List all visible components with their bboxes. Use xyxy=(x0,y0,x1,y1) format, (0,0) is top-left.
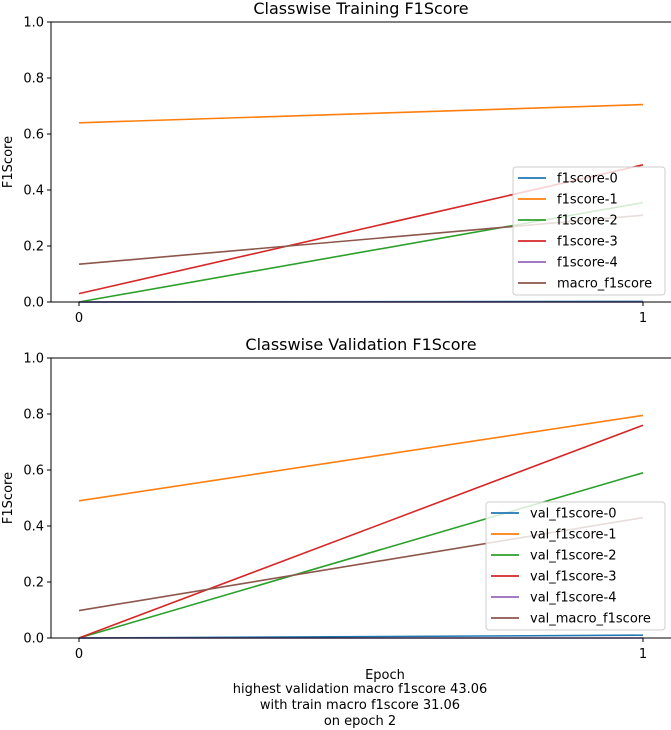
x-axis-label: Epoch xyxy=(365,668,405,683)
legend-entry-val_f1score-3: val_f1score-3 xyxy=(530,570,617,585)
legend-entry-f1score-3: f1score-3 xyxy=(557,235,618,250)
y-tick-label: 0.8 xyxy=(23,408,44,423)
legend-entry-val_f1score-0: val_f1score-0 xyxy=(530,507,617,522)
series-line-f1score-1 xyxy=(78,103,644,124)
y-tick-label: 1.0 xyxy=(23,352,44,367)
y-tick-label: 0.0 xyxy=(23,632,44,647)
y-axis-label: F1Score xyxy=(1,136,16,188)
y-tick-label: 0.0 xyxy=(23,296,44,311)
chart-title: Classwise Training F1Score xyxy=(253,0,468,18)
x-tick-label: 0 xyxy=(75,647,83,662)
legend-entry-val_f1score-1: val_f1score-1 xyxy=(530,528,617,543)
legend-frame xyxy=(485,501,666,631)
chart-title: Classwise Validation F1Score xyxy=(245,335,476,354)
legend-entry-f1score-4: f1score-4 xyxy=(557,256,618,271)
y-tick-label: 0.4 xyxy=(23,184,44,199)
y-tick-label: 0.4 xyxy=(23,520,44,535)
caption-line-1: highest validation macro f1score 43.06 xyxy=(232,682,488,697)
y-tick-label: 0.2 xyxy=(23,240,44,255)
legend-frame xyxy=(512,166,666,296)
series-line-val_f1score-3 xyxy=(78,424,644,639)
y-tick-label: 0.6 xyxy=(23,128,44,143)
y-tick-label: 0.6 xyxy=(23,464,44,479)
y-tick-label: 1.0 xyxy=(23,16,44,31)
x-tick-label: 1 xyxy=(639,647,647,662)
caption-line-3: on epoch 2 xyxy=(323,714,397,729)
chart-panel-1: Classwise Training F1Score 0.0 0.2 0.4 0.6 0.… xyxy=(1,0,671,326)
x-tick-label: 0 xyxy=(75,311,83,326)
series-line-val_f1score-1 xyxy=(78,414,644,502)
legend-entry-f1score-0: f1score-0 xyxy=(557,172,618,187)
y-tick-label: 0.2 xyxy=(23,576,44,591)
legend-entry-f1score-1: f1score-1 xyxy=(557,193,618,208)
legend-entry-val_f1score-4: val_f1score-4 xyxy=(530,591,617,606)
x-tick-label: 1 xyxy=(639,311,647,326)
legend-entry-macro_f1score: macro_f1score xyxy=(557,277,652,292)
legend: f1score-0 f1score-1 f1score-2 f1score-3 f1sc… xyxy=(512,166,666,296)
y-tick-label: 0.8 xyxy=(23,72,44,87)
legend: val_f1score-0 val_f1score-1 val_f1score-2v… xyxy=(485,501,666,631)
chart-panel-2: Classwise Validation F1Score 0.0 0.2 0.4 0.6… xyxy=(1,335,671,683)
y-axis-label: F1Score xyxy=(1,472,16,524)
caption-line-2: with train macro f1score 31.06 xyxy=(259,698,461,713)
legend-entry-val_macro_f1score: val_macro_f1score xyxy=(530,612,651,627)
legend-entry-val_f1score-2: val_f1score-2 xyxy=(530,549,617,564)
legend-entry-f1score-2: f1score-2 xyxy=(557,214,618,229)
series-line-val_f1score-2 xyxy=(78,472,644,639)
